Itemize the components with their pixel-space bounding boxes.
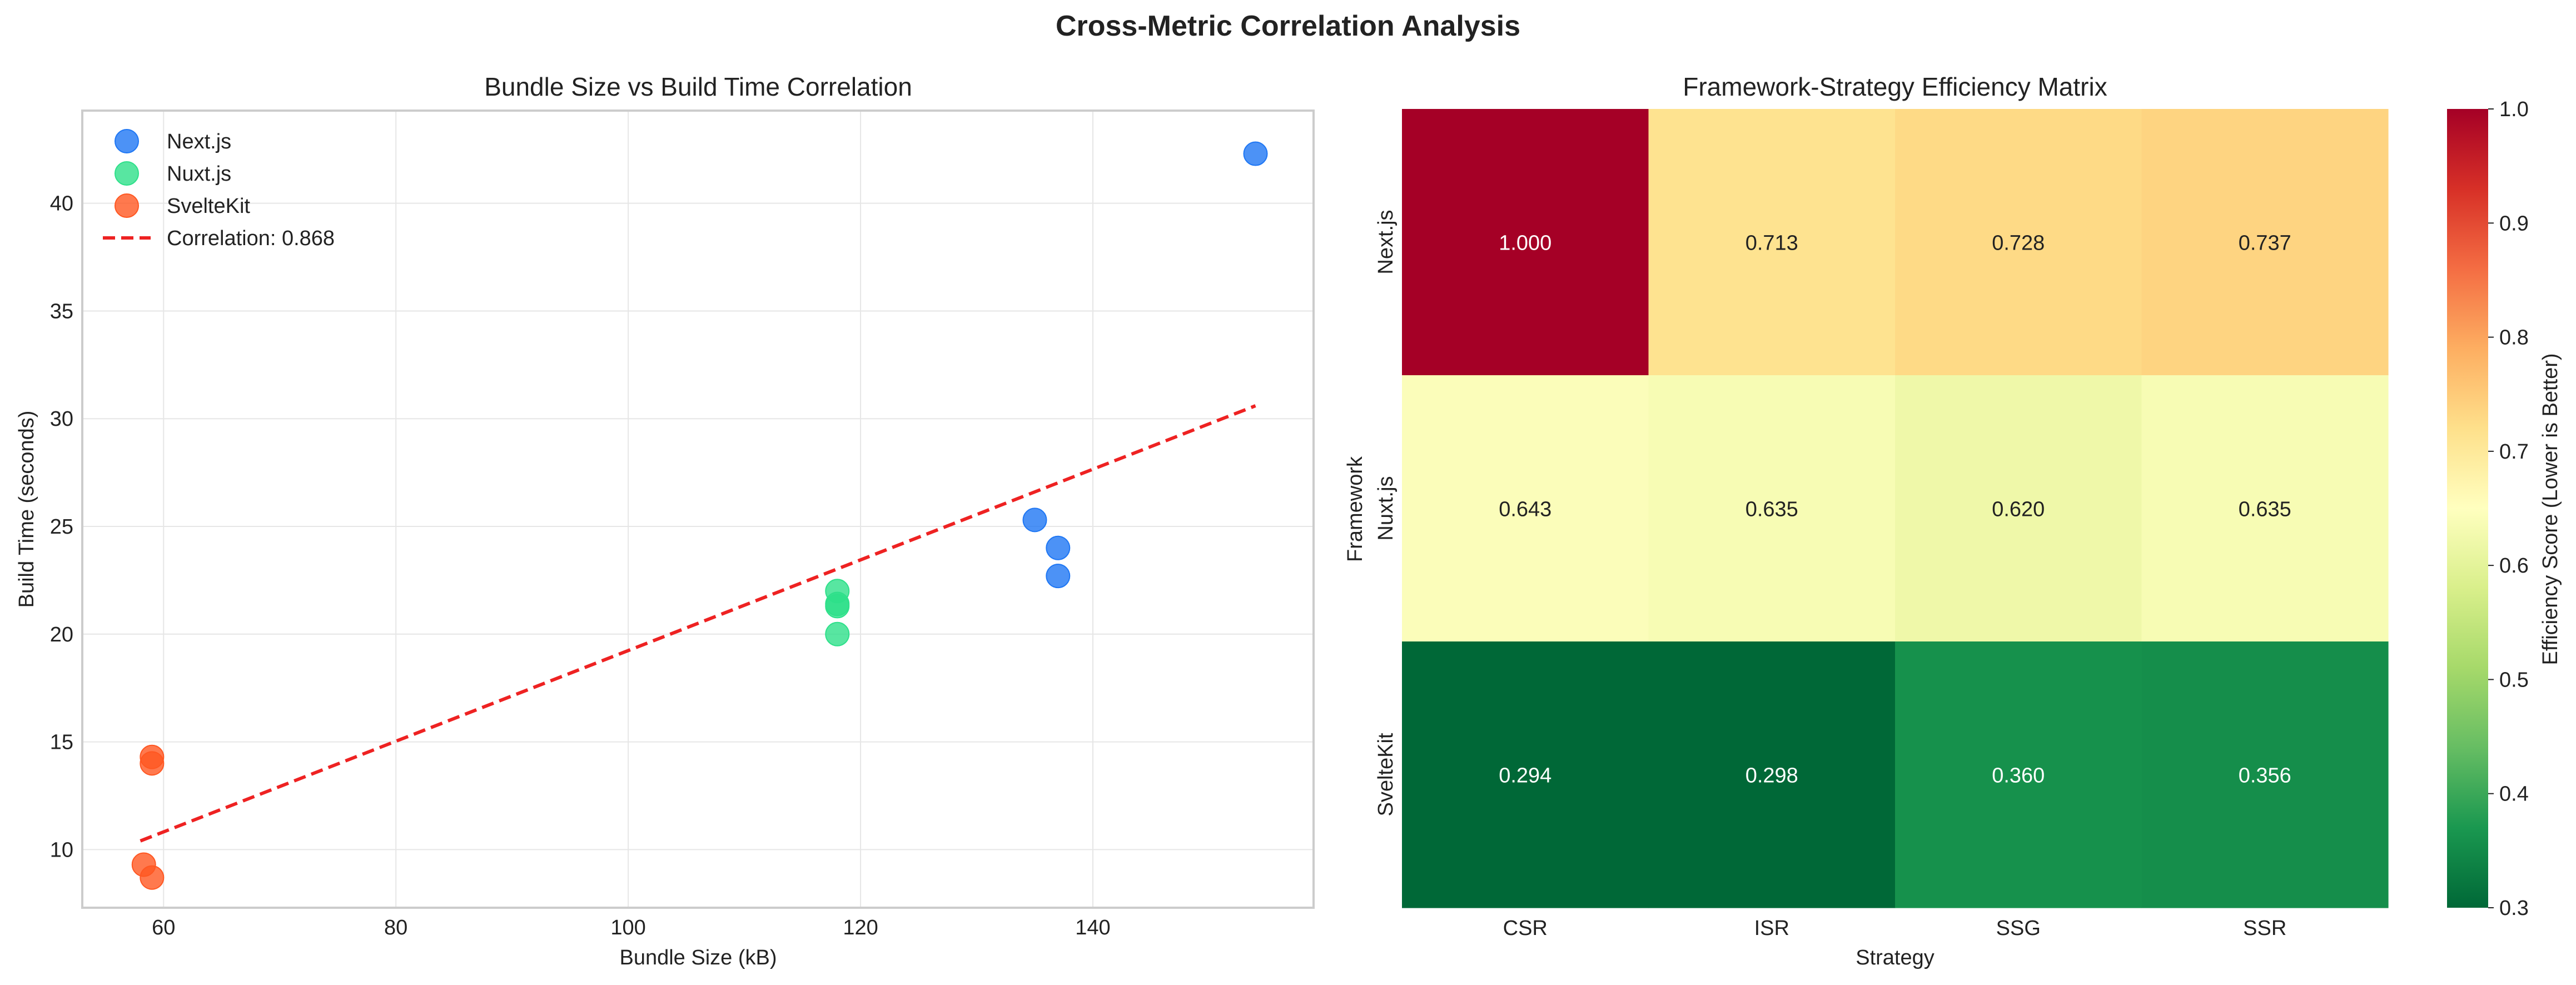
- figure-suptitle: Cross-Metric Correlation Analysis: [1056, 10, 1520, 42]
- legend-marker-next: [115, 129, 139, 153]
- y-tick-label: 15: [50, 731, 73, 754]
- scatter-y-label: Build Time (seconds): [15, 411, 38, 608]
- scatter-point-next-js: [1046, 535, 1071, 560]
- x-tick-label: 140: [1075, 916, 1110, 939]
- heatmap-y-tick-label: Nuxt.js: [1374, 476, 1398, 540]
- heatmap-x-tick-label: ISR: [1754, 917, 1789, 940]
- heatmap-title: Framework-Strategy Efficiency Matrix: [1683, 72, 2107, 101]
- heatmap-x-tick-label: SSR: [2243, 917, 2286, 940]
- heatmap-y-label: Framework: [1344, 456, 1367, 562]
- heatmap-x-ticks: CSR ISR SSG SSR: [1503, 917, 2287, 940]
- heatmap-y-tick-label: Next.js: [1374, 210, 1398, 274]
- legend-label-trendline: Correlation: 0.868: [167, 227, 335, 250]
- colorbar-tick-label: 0.4: [2499, 783, 2529, 806]
- heatmap-cell-label: 0.620: [1992, 498, 2045, 521]
- scatter-plot-area: [82, 111, 1314, 908]
- colorbar-tick-label: 1.0: [2499, 98, 2529, 121]
- heatmap-cell: [1895, 109, 2142, 376]
- scatter-point-sveltekit: [140, 751, 165, 776]
- heatmap-cell-label: 0.294: [1499, 764, 1551, 788]
- heatmap-cell-label: 1.000: [1499, 232, 1551, 255]
- heatmap-y-ticks: Next.js Nuxt.js SvelteKit: [1374, 210, 1398, 816]
- legend-label-next: Next.js: [167, 130, 231, 153]
- scatter-point-nuxt-js: [825, 594, 850, 619]
- heatmap-cell: [1402, 641, 1649, 908]
- heatmap-x-label: Strategy: [1856, 946, 1935, 969]
- x-tick-label: 60: [152, 916, 175, 939]
- heatmap-x-tick-label: SSG: [1996, 917, 2041, 940]
- scatter-x-ticks: 60 80 100 120 140: [152, 916, 1111, 939]
- colorbar-tick-label: 0.9: [2499, 212, 2529, 235]
- colorbar-tick-label: 0.3: [2499, 897, 2529, 920]
- legend-marker-nuxt: [115, 161, 139, 186]
- legend-marker-sveltekit: [115, 193, 139, 218]
- colorbar-tick-label: 0.7: [2499, 440, 2529, 464]
- heatmap-cell: [2141, 375, 2389, 642]
- heatmap-cells: 1.000 0.713 0.728 0.737 0.643 0.635 0.620 0.635…: [1402, 109, 2389, 908]
- heatmap-cell: [1648, 375, 1896, 642]
- heatmap-x-tick-label: CSR: [1503, 917, 1548, 940]
- colorbar-tick-label: 0.8: [2499, 326, 2529, 350]
- heatmap-cell: [1648, 641, 1896, 908]
- y-tick-label: 10: [50, 838, 73, 862]
- heatmap-cell: [1895, 641, 2142, 908]
- heatmap-cell: [1402, 109, 1649, 376]
- scatter-y-ticks: 10 15 20 25 30 35 40: [50, 192, 73, 862]
- y-tick-label: 40: [50, 192, 73, 216]
- heatmap-cell-label: 0.635: [2239, 498, 2291, 521]
- x-tick-label: 100: [610, 916, 645, 939]
- scatter-points: [131, 141, 1268, 890]
- heatmap-cell: [2141, 109, 2389, 376]
- heatmap-cell-label: 0.360: [1992, 764, 2045, 788]
- x-tick-label: 80: [384, 916, 407, 939]
- colorbar-ticks: 0.3 0.4 0.5 0.6 0.7 0.8 0.9 1.0: [2488, 98, 2529, 920]
- legend-label-sveltekit: SvelteKit: [167, 195, 250, 218]
- heatmap-cell-label: 0.737: [2239, 232, 2291, 255]
- y-tick-label: 25: [50, 515, 73, 539]
- heatmap-cell-label: 0.635: [1745, 498, 1798, 521]
- scatter-point-sveltekit: [140, 865, 165, 890]
- scatter-title: Bundle Size vs Build Time Correlation: [484, 72, 912, 101]
- trendline: [140, 404, 1256, 843]
- heatmap-cell: [1402, 375, 1649, 642]
- y-tick-label: 20: [50, 623, 73, 646]
- scatter-panel: Bundle Size vs Build Time Correlation 60…: [15, 72, 1315, 969]
- heatmap-cell-label: 0.298: [1745, 764, 1798, 788]
- colorbar-tick-label: 0.6: [2499, 554, 2529, 578]
- heatmap-panel: Framework-Strategy Efficiency Matrix 1.0…: [1344, 72, 2562, 969]
- heatmap-cell-label: 0.643: [1499, 498, 1551, 521]
- legend-label-nuxt: Nuxt.js: [167, 162, 231, 186]
- heatmap-cell: [1895, 375, 2142, 642]
- heatmap-cell-label: 0.713: [1745, 232, 1798, 255]
- heatmap-cell: [2141, 641, 2389, 908]
- scatter-point-next-js: [1046, 564, 1071, 589]
- heatmap-cell: [1648, 109, 1896, 376]
- heatmap-cell-label: 0.728: [1992, 232, 2045, 255]
- colorbar-label: Efficiency Score (Lower is Better): [2539, 353, 2562, 665]
- colorbar: [2447, 109, 2488, 908]
- scatter-x-label: Bundle Size (kB): [619, 946, 777, 969]
- y-tick-label: 35: [50, 300, 73, 323]
- heatmap-cell-label: 0.356: [2239, 764, 2291, 788]
- scatter-point-next-js: [1022, 508, 1047, 533]
- scatter-point-next-js: [1243, 141, 1268, 166]
- scatter-grid: [82, 111, 1314, 908]
- scatter-frame: [81, 110, 1315, 909]
- scatter-legend: Next.js Nuxt.js SvelteKit Correlation: 0…: [103, 129, 335, 250]
- colorbar-tick-label: 0.5: [2499, 668, 2529, 692]
- x-tick-label: 120: [843, 916, 878, 939]
- heatmap-y-tick-label: SvelteKit: [1374, 733, 1398, 816]
- scatter-point-nuxt-js: [825, 621, 850, 646]
- y-tick-label: 30: [50, 407, 73, 431]
